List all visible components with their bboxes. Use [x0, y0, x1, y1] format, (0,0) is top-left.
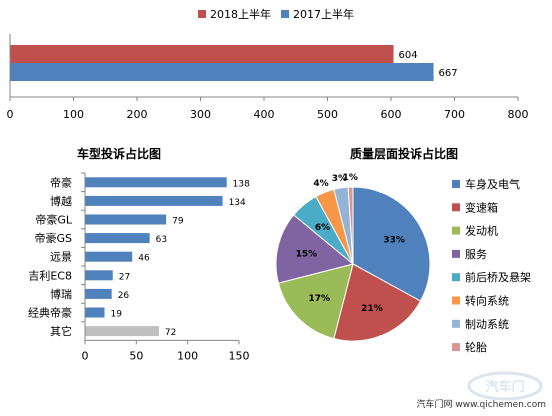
bar-1 [10, 45, 394, 63]
x-tick-label-0: 0 [82, 349, 89, 362]
chart2-bars: 138 134 79 63 46 27 26 19 72 [85, 177, 250, 338]
category-label-3: 帝豪GL [35, 213, 73, 227]
x-tick-label-1: 100 [63, 108, 84, 121]
legend-label-2: 变速箱 [465, 200, 498, 214]
legend-swatch-1 [452, 180, 460, 188]
pie-slice-2 [333, 263, 422, 342]
bar-7 [85, 288, 112, 299]
watermark-logo-text: 汽车门 [485, 379, 524, 395]
bar-2 [10, 63, 434, 81]
chart1-legend: 2018上半年 2017上半年 [198, 7, 354, 21]
watermark-logo: 汽车门 [467, 371, 543, 401]
bar-value-9: 72 [165, 328, 176, 338]
category-label-6: 吉利EC8 [28, 269, 72, 282]
legend-swatch-8 [452, 343, 460, 352]
bar-value-1: 604 [399, 50, 418, 61]
category-label-2: 博越 [50, 194, 72, 208]
legend-swatch-4 [452, 249, 460, 258]
yearly-complaints-chart: 2018上半年 2017上半年 604 667 0 100 200 300 400 500 60… [7, 7, 529, 121]
bar-value-2: 667 [439, 68, 458, 79]
legend-swatch-5 [452, 273, 460, 282]
watermark-text: 汽车门网 www.qichemen.com [417, 398, 546, 410]
category-label-5: 远景 [50, 251, 72, 264]
bar-value-8: 19 [111, 310, 123, 320]
category-label-4: 帝豪GS [34, 231, 72, 245]
pie-slice-1 [352, 186, 431, 302]
watermark: 汽车门 汽车门网 www.qichemen.com [417, 371, 546, 410]
x-tick-label-3: 300 [190, 108, 211, 121]
legend-label-8: 轮胎 [465, 340, 487, 354]
pie-label-4: 15% [296, 250, 318, 260]
legend-swatch-3 [452, 226, 460, 235]
legend-swatch-1 [198, 10, 206, 18]
chart2-x-axis: 0 50 100 150 [81, 172, 250, 362]
pie-slice-8 [347, 186, 354, 265]
pie-slice-4 [275, 214, 355, 284]
legend-label-4: 服务 [465, 248, 487, 261]
legend-label-1: 2018上半年 [210, 7, 271, 21]
legend-label-6: 转向系统 [465, 294, 509, 308]
category-label-7: 博瑞 [50, 287, 72, 301]
pie-label-1: 33% [383, 236, 405, 246]
x-tick-label-2: 100 [177, 349, 198, 362]
pie-slice-3 [277, 263, 354, 340]
bar-4 [85, 233, 150, 244]
quality-share-pie-chart: 质量层面投诉占比图 33% 21% 17% 15% 6% 4% 3%1% 车身及电气变速箱发… [275, 146, 531, 354]
chart2-title: 车型投诉占比图 [77, 146, 161, 161]
bar-value-7: 26 [118, 291, 130, 301]
legend-swatch-7 [452, 319, 460, 328]
bar-2 [85, 195, 223, 206]
bar-value-1: 138 [233, 179, 250, 189]
chart1-bars: 604 667 [10, 45, 458, 81]
chart1-x-axis: 0 100 200 300 400 500 600 700 800 [7, 34, 529, 121]
category-label-1: 帝豪 [50, 175, 72, 189]
category-label-9: 其它 [50, 324, 72, 338]
legend-label-2: 2017上半年 [293, 7, 354, 21]
legend-label-1: 车身及电气 [465, 177, 520, 191]
x-tick-label-6: 600 [381, 108, 402, 121]
x-tick-label-5: 500 [317, 108, 338, 121]
bar-3 [85, 214, 167, 225]
legend-label-3: 发动机 [465, 224, 498, 238]
x-tick-label-8: 800 [508, 108, 529, 121]
x-tick-label-2: 200 [127, 108, 148, 121]
bar-6 [85, 270, 113, 281]
legend-swatch-6 [452, 296, 460, 305]
x-tick-label-0: 0 [7, 108, 14, 121]
pie-label-3: 17% [308, 294, 330, 304]
bar-value-4: 63 [156, 235, 167, 245]
bar-value-3: 79 [172, 217, 184, 227]
bar-value-5: 46 [138, 254, 150, 264]
legend-swatch-2 [452, 203, 460, 212]
legend-label-5: 前后桥及悬架 [465, 270, 531, 284]
chart3-pie: 33% 21% 17% 15% 6% 4% 3%1% [275, 173, 431, 342]
bar-5 [85, 251, 133, 262]
bar-9 [85, 326, 159, 337]
bar-1 [85, 177, 227, 188]
chart3-title: 质量层面投诉占比图 [350, 146, 458, 161]
pie-label-8: 1% [343, 173, 358, 183]
x-tick-label-1: 50 [129, 349, 143, 362]
x-tick-label-7: 700 [444, 108, 465, 121]
bar-8 [85, 307, 105, 318]
x-tick-label-4: 400 [254, 108, 275, 121]
legend-swatch-2 [281, 10, 289, 18]
legend-label-7: 制动系统 [465, 318, 509, 331]
category-label-8: 经典帝豪 [28, 306, 72, 320]
pie-label-6: 4% [313, 179, 328, 189]
pie-label-7: 3% [332, 174, 347, 184]
bar-value-2: 134 [229, 198, 246, 208]
bar-value-6: 27 [119, 272, 130, 282]
x-tick-label-3: 150 [229, 349, 250, 362]
pie-label-2: 21% [361, 304, 383, 314]
pie-label-5: 6% [315, 223, 330, 233]
